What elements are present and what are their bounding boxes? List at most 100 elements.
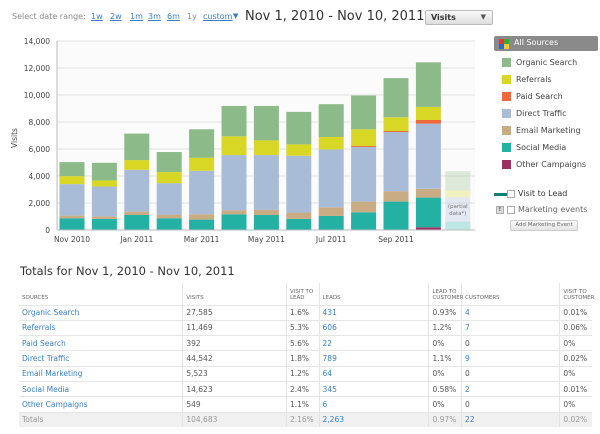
bar-segment xyxy=(124,214,150,230)
bar-segment xyxy=(253,105,279,141)
legend-item[interactable]: Referrals xyxy=(494,71,598,88)
y-tick-label: 12,000 xyxy=(24,64,50,73)
leads-link[interactable]: 345 xyxy=(318,380,429,397)
visits-cell: 392 xyxy=(182,335,287,351)
range-6m-link[interactable]: 6m xyxy=(167,12,180,21)
visit-to-customer-cell: 0% xyxy=(559,396,592,413)
visit-to-lead-cell: 1.2% xyxy=(285,365,320,382)
source-link[interactable]: Social Media xyxy=(19,380,183,397)
customers-link[interactable]: 4 xyxy=(461,304,560,321)
legend-item[interactable]: Social Media xyxy=(494,139,598,156)
column-header: VISIT TO CUSTOMER xyxy=(559,283,594,305)
range-1y-link[interactable]: 1y xyxy=(187,12,197,21)
customers-link[interactable]: 0 xyxy=(461,335,560,351)
totals-row: Totals 104,683 2.16% 2,263 0.97% 22 0.02% xyxy=(19,411,592,428)
visit-to-lead-checkbox[interactable] xyxy=(507,190,515,198)
leads-link[interactable]: 6 xyxy=(318,396,429,413)
visit-to-customer-cell: 0.02% xyxy=(559,350,592,367)
bar-segment xyxy=(318,207,344,216)
bar-segment xyxy=(415,123,441,189)
customers-link[interactable]: 22 xyxy=(461,411,560,428)
visit-to-lead-label: Visit to Lead xyxy=(518,189,568,198)
table-row: Organic Search 27,585 1.6% 431 0.93% 4 0.01% xyxy=(19,304,592,321)
source-link[interactable]: Organic Search xyxy=(19,304,183,321)
visits-cell: 44,542 xyxy=(182,350,287,367)
source-link[interactable]: Direct Traffic xyxy=(19,350,183,367)
bar-segment xyxy=(445,221,471,230)
lead-to-customer-cell: 0.58% xyxy=(428,380,462,397)
bar-segment xyxy=(415,119,441,124)
custom-dropdown-icon[interactable]: ▼ xyxy=(233,12,239,20)
bar-segment xyxy=(221,214,247,230)
metric-select-value: Visits xyxy=(431,13,456,22)
metric-select[interactable]: Visits ▼ xyxy=(425,10,493,25)
source-link[interactable]: Referrals xyxy=(19,319,183,336)
bar-segment xyxy=(318,104,344,137)
customers-link[interactable]: 7 xyxy=(461,319,560,336)
leads-link[interactable]: 2,263 xyxy=(318,411,429,428)
bar-segment xyxy=(415,227,441,230)
visits-cell: 14,623 xyxy=(182,380,287,397)
source-link[interactable]: Paid Search xyxy=(19,335,183,351)
legend-item[interactable]: Direct Traffic xyxy=(494,105,598,122)
range-custom-link[interactable]: custom xyxy=(203,12,233,21)
leads-link[interactable]: 789 xyxy=(318,350,429,367)
visit-to-customer-cell: 0.06% xyxy=(559,319,592,336)
legend-item[interactable]: Email Marketing xyxy=(494,122,598,139)
bar-segment xyxy=(351,95,377,130)
leads-link[interactable]: 431 xyxy=(318,304,429,321)
y-tick-label: 14,000 xyxy=(24,37,50,46)
legend-item[interactable]: Other Campaigns xyxy=(494,156,598,173)
bar-segment xyxy=(59,215,85,219)
legend-item[interactable]: Paid Search xyxy=(494,88,598,105)
range-2w-link[interactable]: 2w xyxy=(110,12,122,21)
leads-link[interactable]: 22 xyxy=(318,335,429,351)
visit-to-lead-cell: 5.6% xyxy=(285,335,320,351)
add-marketing-event-button[interactable]: Add Marketing Event xyxy=(510,220,578,231)
leads-link[interactable]: 606 xyxy=(318,319,429,336)
column-header: LEADS xyxy=(318,283,429,305)
x-tick-label: May 2011 xyxy=(248,235,285,244)
x-tick-label: Jan 2011 xyxy=(119,235,153,244)
y-tick-label: 4,000 xyxy=(29,172,51,181)
legend-item-label: Social Media xyxy=(516,143,567,152)
bar-segment xyxy=(286,218,312,230)
bar-segment xyxy=(59,162,85,177)
source-link[interactable]: Other Campaigns xyxy=(19,396,183,413)
y-axis-label: Visits xyxy=(10,128,19,148)
legend-all-sources[interactable]: All Sources xyxy=(494,36,598,51)
marketing-events-label: Marketing events xyxy=(518,205,588,214)
range-1m-link[interactable]: 1m xyxy=(130,12,143,21)
legend-swatch-icon xyxy=(502,92,511,101)
source-link[interactable]: Email Marketing xyxy=(19,365,183,382)
marketing-events-checkbox[interactable] xyxy=(507,206,515,214)
line-swatch-icon xyxy=(494,193,508,196)
bar-segment xyxy=(286,144,312,156)
date-range-title: Nov 1, 2010 - Nov 10, 2011 xyxy=(245,9,425,24)
visit-to-lead-toggle[interactable]: Visit to Lead xyxy=(494,188,598,204)
range-3m-link[interactable]: 3m xyxy=(148,12,161,21)
bar-segment xyxy=(189,219,215,230)
legend-swatch-icon xyxy=(502,58,511,67)
marketing-events-toggle[interactable]: E Marketing events xyxy=(494,204,598,218)
bar-segment xyxy=(156,172,182,184)
bar-segment xyxy=(383,131,409,192)
customers-link[interactable]: 2 xyxy=(461,380,560,397)
legend-item[interactable]: Organic Search xyxy=(494,54,598,71)
customers-link[interactable]: 0 xyxy=(461,396,560,413)
lead-to-customer-cell: 0.97% xyxy=(428,411,462,428)
bar-segment xyxy=(156,152,182,173)
customers-link[interactable]: 9 xyxy=(461,350,560,367)
table-row: Email Marketing 5,523 1.2% 64 0% 0 0% xyxy=(19,365,592,382)
customers-link[interactable]: 0 xyxy=(461,365,560,382)
column-header: VISIT TO LEAD xyxy=(285,283,320,305)
bar-segment xyxy=(91,162,117,181)
range-1w-link[interactable]: 1w xyxy=(91,12,103,21)
legend-item-label: Direct Traffic xyxy=(516,109,567,118)
x-tick-label: Nov 2010 xyxy=(54,235,90,244)
legend-item-label: Referrals xyxy=(516,75,552,84)
column-header: SOURCES xyxy=(22,294,49,301)
visits-cell: 549 xyxy=(182,396,287,413)
leads-link[interactable]: 64 xyxy=(318,365,429,382)
bar-segment xyxy=(445,171,471,191)
